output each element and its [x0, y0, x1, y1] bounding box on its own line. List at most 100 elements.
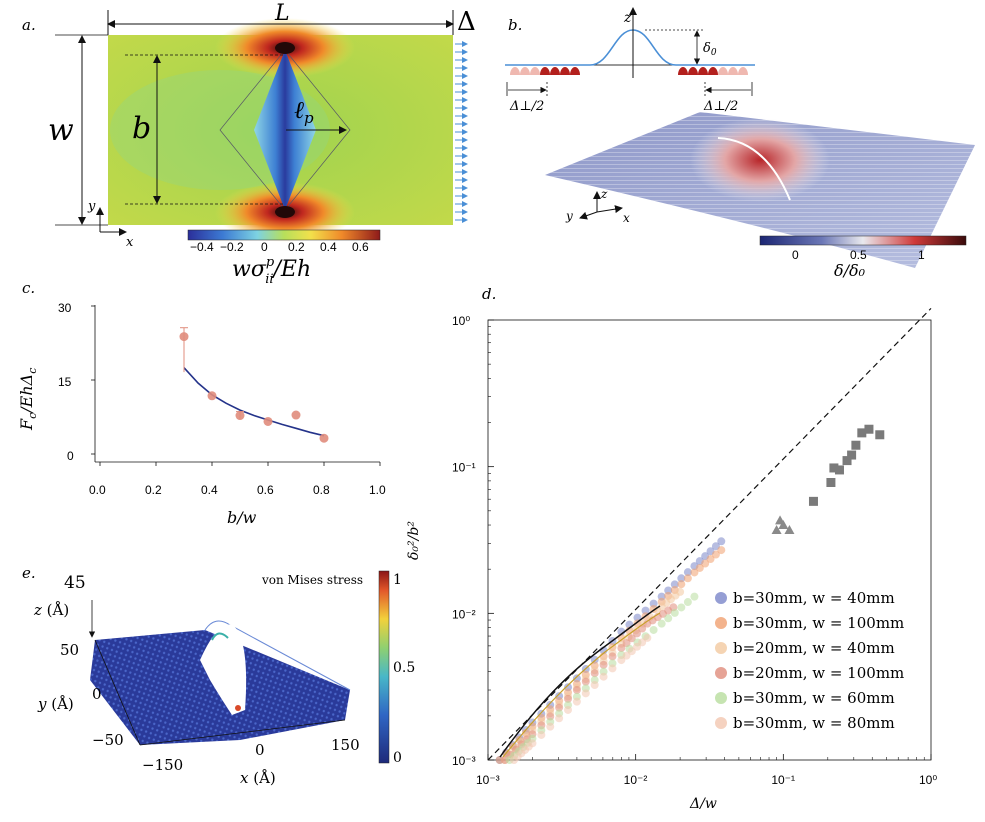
sheet-bump [690, 118, 830, 202]
panel-b: b. z δ0 Δ⊥/2 Δ⊥/2 z y x 0 [505, 7, 975, 280]
panel-a-axis-x: x [126, 235, 134, 250]
d-data-point [581, 677, 590, 686]
clamp [560, 67, 570, 75]
c-data-point [263, 416, 273, 426]
dimension-lp: ℓp [294, 96, 314, 127]
clamps-left [510, 67, 580, 75]
d-data-point [617, 644, 626, 653]
d-square-point [851, 440, 861, 450]
d-data-point [537, 730, 546, 739]
d-data-point [627, 634, 636, 643]
d-triangle-point [784, 524, 795, 534]
c-x-tick-label: 0.6 [257, 483, 274, 497]
d-data-point [690, 568, 699, 577]
dimension-w: w [48, 113, 74, 148]
cb-a-tick-3: 0.2 [288, 240, 305, 254]
d-data-point [590, 669, 599, 678]
clamp [738, 67, 748, 75]
d-data-point [555, 714, 564, 723]
panel-b-axis-y: y [565, 209, 573, 223]
clamp [688, 67, 698, 75]
d-data-point [546, 722, 555, 731]
d-y-tick-label: 10⁻³ [452, 754, 476, 768]
cb-b-tick-0: 0 [792, 248, 799, 262]
d-legend-marker [715, 667, 727, 679]
d-xlabel: Δ/w [689, 796, 717, 812]
panel-b-label: b. [508, 16, 522, 34]
d-data-point [572, 686, 581, 695]
cb-a-tick-2: 0 [261, 240, 268, 254]
panel-e-label: e. [22, 564, 36, 582]
c-x-tick-label: 0.0 [89, 483, 106, 497]
d-legend-marker [715, 617, 727, 629]
d-data-point [581, 689, 590, 698]
d-data-point [555, 703, 564, 712]
d-theory-black [499, 605, 661, 758]
clamp [698, 67, 708, 75]
d-data-point [564, 694, 573, 703]
d-data-point [695, 563, 704, 572]
d-square-point [857, 428, 867, 438]
d-legend-text: b=20mm, w = 100mm [733, 664, 904, 682]
mesh-fold [200, 624, 247, 715]
d-data-point [670, 580, 679, 589]
d-data-point [632, 629, 641, 638]
d-data-point [590, 681, 599, 690]
clamp [520, 67, 530, 75]
c-y-tick-label: 30 [58, 301, 72, 315]
d-legend-text: b=20mm, w = 40mm [733, 639, 895, 657]
d-triangle-point [778, 520, 789, 530]
d-data-point [528, 739, 537, 748]
ridge-line [717, 137, 791, 201]
c-data-point [179, 332, 189, 342]
d-square-point [842, 456, 852, 466]
cb-a-tick-4: 0.4 [320, 240, 337, 254]
d-ylabel: δ₀²/b² [406, 521, 422, 560]
d-data-point [711, 550, 720, 559]
e-x-tick-0: −150 [142, 756, 183, 774]
clamp [728, 67, 738, 75]
cb-a-tick-1: −0.2 [220, 240, 244, 254]
d-data-point [683, 574, 692, 583]
e-x-tick-1: 0 [255, 741, 265, 759]
d-legend-marker [715, 592, 727, 604]
e-y-tick-1: 0 [92, 685, 102, 703]
clamp [678, 67, 688, 75]
dimension-b: b [132, 111, 151, 146]
dimension-L: L [274, 1, 290, 26]
d-data-point [677, 603, 686, 612]
pull-arrows [455, 41, 468, 223]
d-data-point [617, 627, 626, 636]
cb-e-tick-2: 0 [393, 750, 402, 766]
d-legend-text: b=30mm, w = 100mm [733, 614, 904, 632]
d-legend-text: b=30mm, w = 80mm [733, 714, 895, 732]
d-data-point [608, 664, 617, 673]
d-legend-text: b=30mm, w = 60mm [733, 689, 895, 707]
d-data-point [683, 568, 692, 577]
clamp [540, 67, 550, 75]
d-square-point [864, 424, 874, 434]
panel-e-colorbar [378, 570, 390, 764]
d-data-point [638, 638, 647, 647]
panel-a-axis-y: y [87, 199, 96, 214]
e-y-tick-2: −50 [92, 731, 124, 749]
d-x-tick-label: 10⁻¹ [771, 773, 795, 787]
d-data-point [632, 642, 641, 651]
d-legend-marker [715, 717, 727, 729]
d-data-point [599, 672, 608, 681]
d-data-point [572, 674, 581, 683]
d-square-point [847, 450, 857, 460]
c-data-point [207, 391, 217, 401]
d-data-point [627, 647, 636, 656]
d-legend-marker [715, 692, 727, 704]
d-square-point [834, 465, 844, 475]
clamps-right [678, 67, 748, 75]
dimension-delta: Δ [457, 7, 476, 37]
d-square-point [808, 496, 818, 506]
clamp [708, 67, 718, 75]
panel-a-colorbar-label: wσp ii/Eh [232, 255, 311, 287]
d-plot-frame [487, 319, 932, 761]
ridge-diamond [254, 50, 316, 210]
e-x-tick-2: 150 [331, 736, 360, 754]
panel-b-axis-x: x [623, 211, 630, 225]
